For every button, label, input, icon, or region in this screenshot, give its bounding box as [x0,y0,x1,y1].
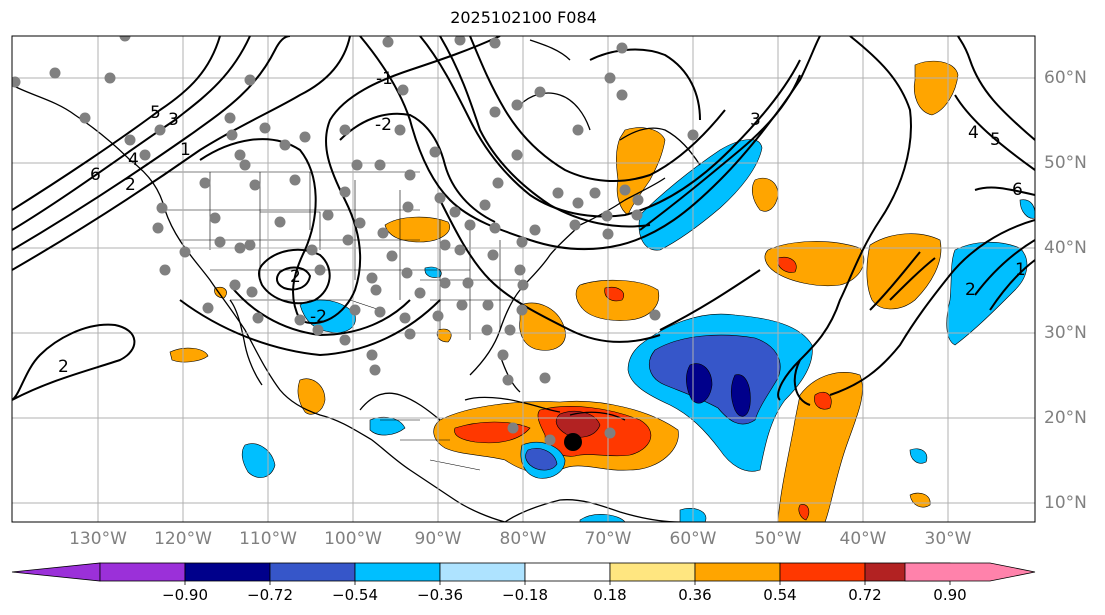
contour-label: 2 [965,280,976,300]
contour-label-group: 2 -2 1 2 3 4 5 6 -1 -2 3 4 5 6 2 2 1 [58,69,1026,377]
contour-label: 2 [125,175,136,195]
colorbar-tick-label: −0.18 [502,586,548,604]
lon-label: 40°W [839,529,887,549]
lon-label: 60°W [669,529,717,549]
contour-label: 5 [990,130,1001,150]
colorbar-segment [694,562,781,582]
lon-label: 70°W [584,529,632,549]
lon-label: 90°W [414,529,462,549]
contour-label: -2 [375,115,392,135]
lat-label: 30°N [1044,323,1087,343]
colorbar-tick-label: 0.54 [763,586,797,604]
lon-label: 30°W [924,529,972,549]
colorbar-tick-label: −0.90 [162,586,208,604]
contour-label: 3 [168,110,179,130]
contour-label: 5 [150,103,161,123]
colorbar-tick-label: 0.72 [848,586,882,604]
colorbar-ticks [184,581,951,585]
colorbar-tick-label: 0.90 [933,586,967,604]
lon-label: 110°W [239,529,297,549]
contour-label: 4 [968,123,979,143]
colorbar-tick-label: −0.54 [332,586,378,604]
colorbar-segment [609,562,696,582]
map-title: 2025102100 F084 [450,8,597,27]
colorbar-tick-label: 0.36 [678,586,712,604]
lat-label: 50°N [1044,153,1087,173]
contour-label: 6 [90,165,101,185]
contour-label: 2 [58,357,69,377]
lon-label: 50°W [754,529,802,549]
colorbar-segment [524,562,611,582]
lat-label: 10°N [1044,493,1087,513]
colorbar-extend-low [11,562,101,582]
colorbar-segment [354,562,441,582]
positive-anomaly-fill [169,60,959,522]
lon-label: 100°W [324,529,382,549]
colorbar-segment [99,562,186,582]
contour-label: -2 [310,307,327,327]
station-markers [12,36,699,446]
contour-label: -1 [376,69,393,89]
colorbar-tick-label: −0.36 [417,586,463,604]
map-frame [11,35,1036,523]
contour-label: 1 [180,140,191,160]
contour-label: 4 [128,150,139,170]
lat-label: 20°N [1044,408,1087,428]
colorbar-segment [269,562,356,582]
contour-label: 2 [290,267,301,287]
contour-label: 6 [1012,180,1023,200]
colorbar-segment [184,562,271,582]
lon-label: 130°W [69,529,127,549]
colorbar-tick-label: −0.72 [247,586,293,604]
colorbar-extend-high [904,562,1036,582]
colorbar-segment [439,562,526,582]
storm-center-marker [564,433,582,451]
colorbar-segment [779,562,866,582]
lat-label: 40°N [1044,238,1087,258]
lat-label: 60°N [1044,68,1087,88]
contour-label: 3 [750,110,761,130]
colorbar-tick-label: 0.18 [593,586,627,604]
lon-label: 80°W [499,529,547,549]
contour-lines [12,36,1035,406]
lon-label: 120°W [154,529,212,549]
contour-label: 1 [1015,260,1026,280]
colorbar [11,562,1036,585]
